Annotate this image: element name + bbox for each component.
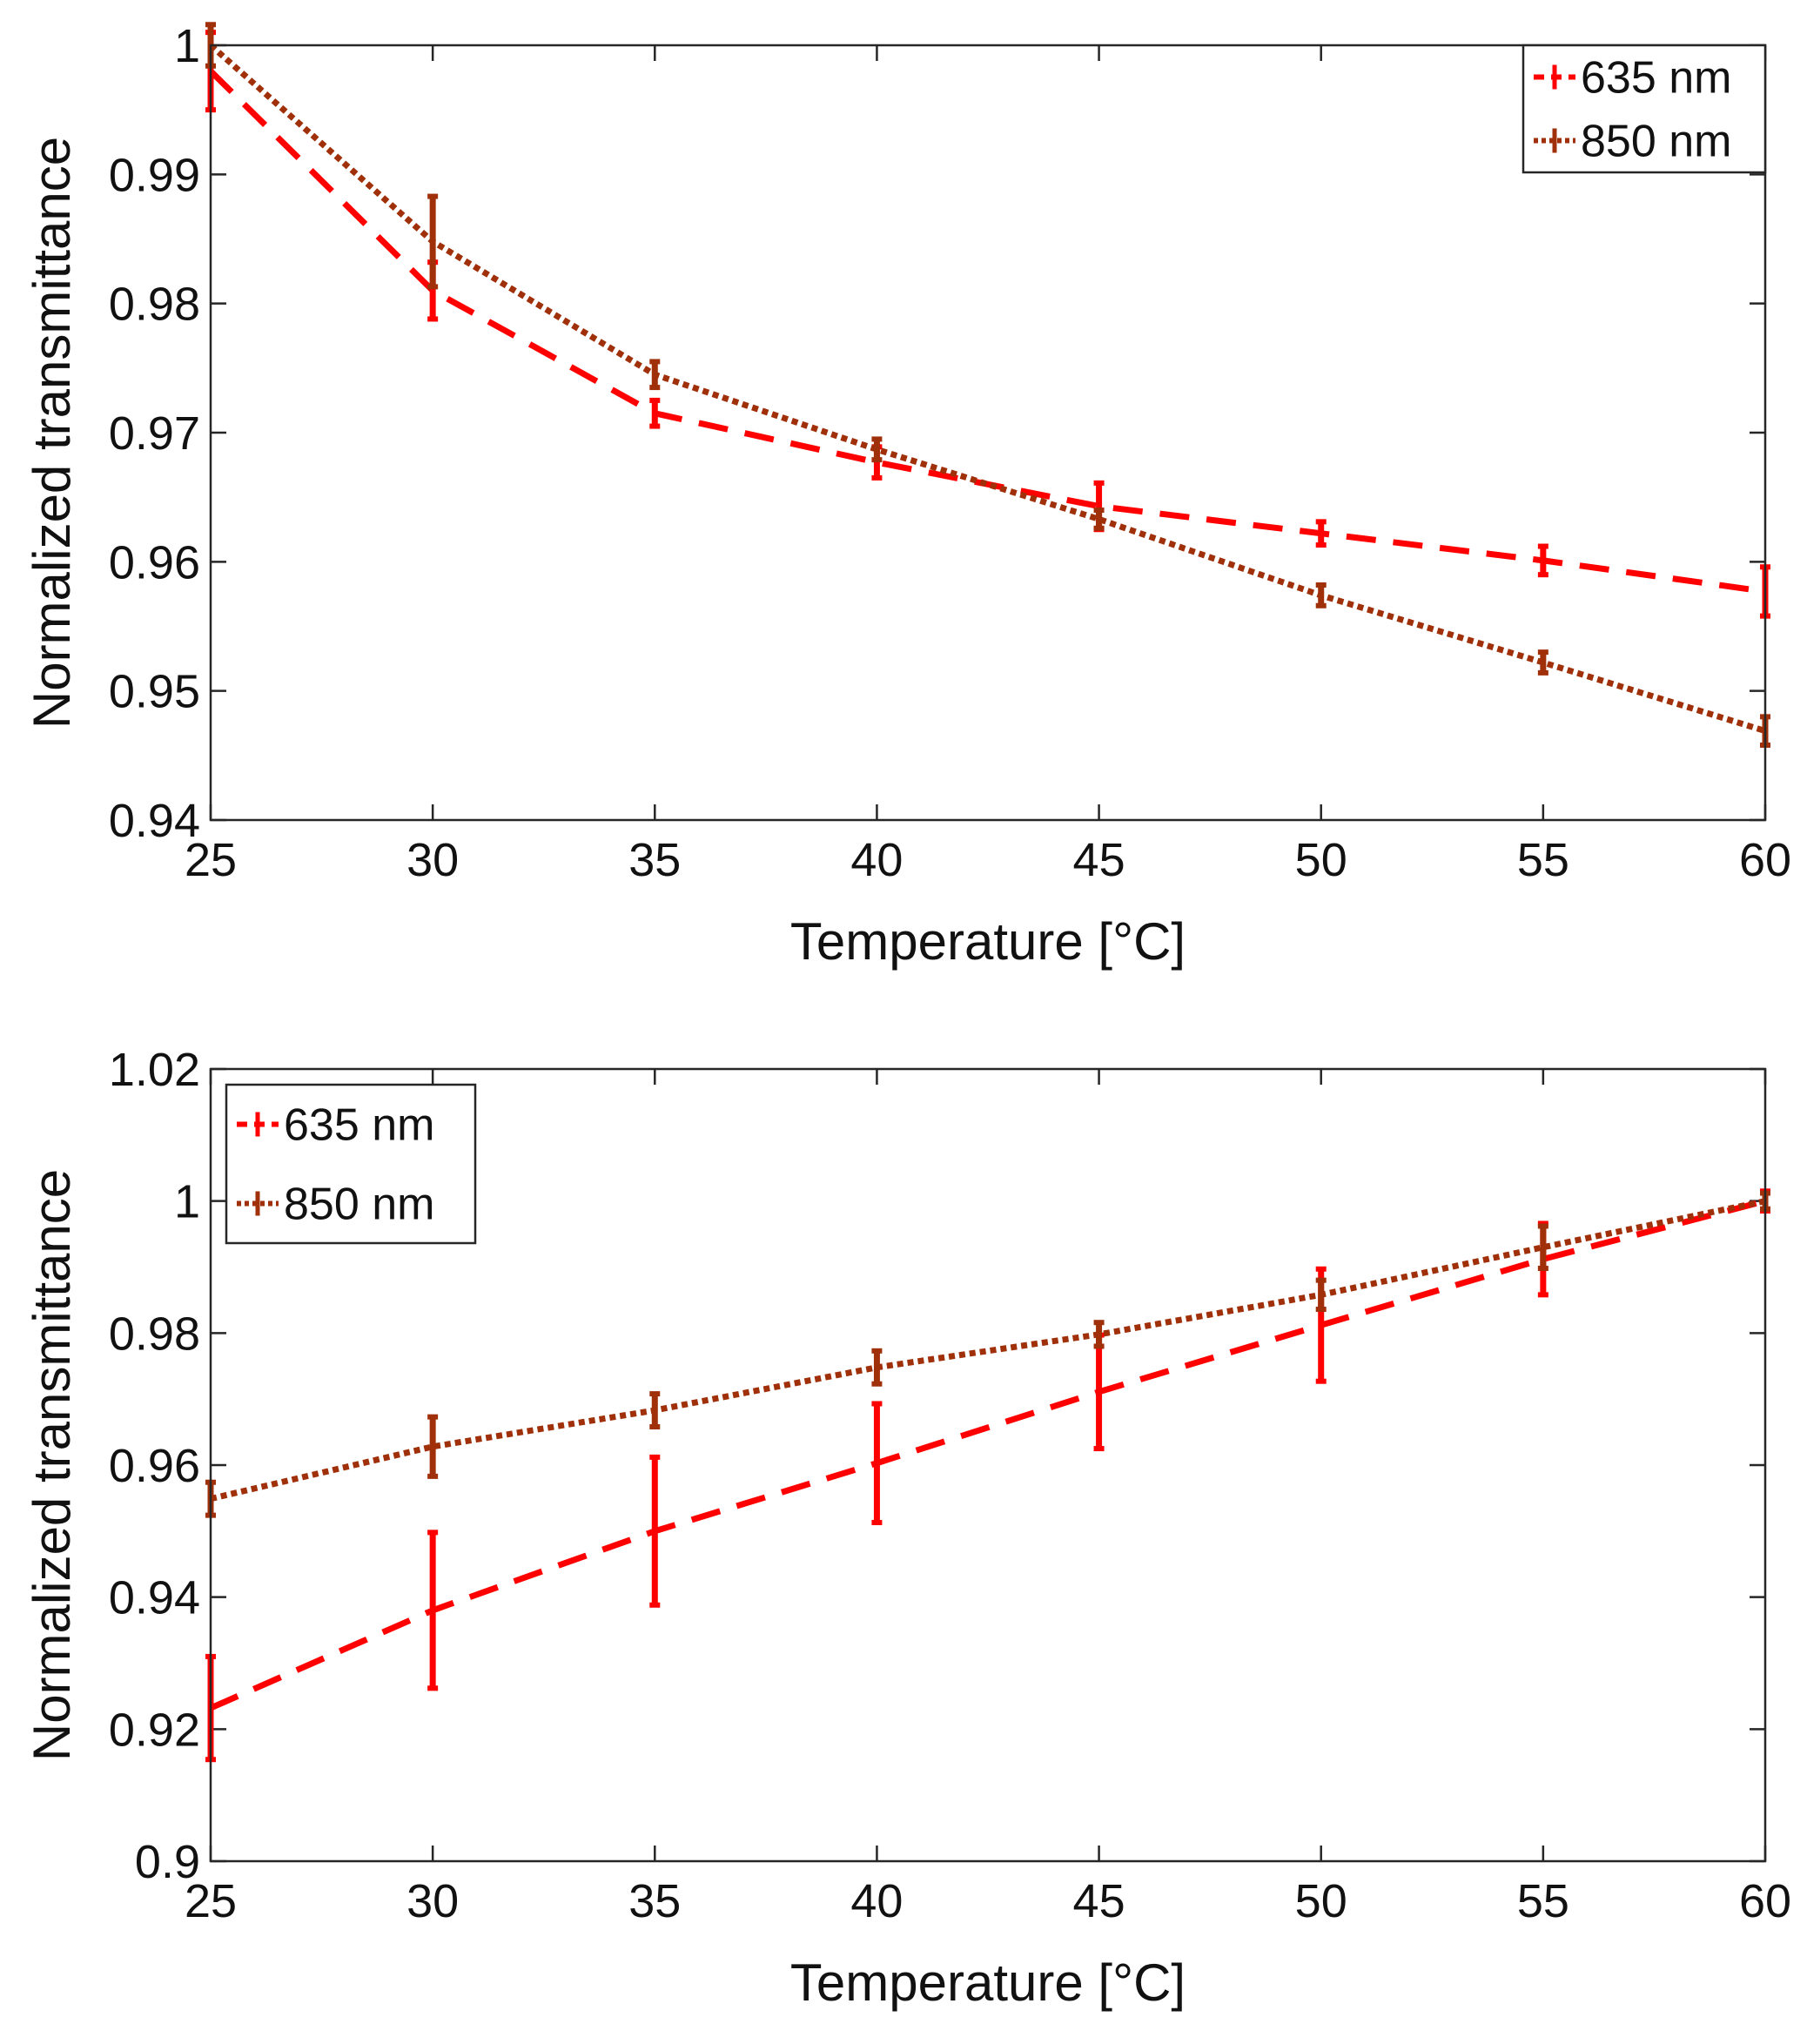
y-axis-label: Normalized transmittance — [23, 137, 81, 729]
legend-label: 850 nm — [284, 1180, 434, 1230]
axes-frame — [209, 1067, 1767, 1863]
x-tick-label: 55 — [1517, 834, 1569, 886]
x-tick-label: 25 — [185, 1875, 237, 1927]
y-tick-label: 0.97 — [109, 407, 200, 460]
error-bar — [871, 1348, 883, 1387]
legend: 635 nm 850 nm — [1522, 44, 1767, 174]
x-tick-label: 30 — [406, 834, 459, 886]
legend: 635 nm 850 nm — [225, 1083, 477, 1245]
chart-panel-2: 25 30 35 40 45 50 55 60 0.9 0.92 0.94 0.96 0.98 1 1.02… — [23, 1044, 1791, 2012]
legend-box — [1522, 44, 1767, 174]
error-bar — [1093, 1320, 1105, 1349]
error-bar — [1315, 519, 1327, 548]
error-bar — [649, 1391, 661, 1430]
x-tick-label: 30 — [406, 1875, 459, 1927]
x-axis-label: Temperature [°C] — [790, 912, 1186, 971]
y-tick-label: 0.9 — [135, 1836, 200, 1888]
chart-panel-1: 25 30 35 40 45 50 55 60 0.94 0.95 0.96 0.97 0.98 0.99… — [23, 20, 1791, 971]
series-line — [208, 43, 1767, 734]
y-tick-label: 1.02 — [109, 1044, 200, 1096]
error-bar — [1315, 1277, 1327, 1313]
y-tick-label: 0.99 — [109, 149, 200, 201]
series-line — [208, 69, 1766, 595]
y-tick-label: 1 — [174, 1176, 200, 1228]
y-tick-label: 0.96 — [109, 536, 200, 588]
y-tick-label: 0.98 — [109, 279, 200, 331]
x-tick-label: 40 — [850, 1875, 903, 1927]
error-bar — [1537, 543, 1548, 578]
error-bar — [427, 1414, 439, 1479]
y-tick-label: 0.95 — [109, 666, 200, 718]
x-tick-label: 45 — [1073, 1875, 1125, 1927]
series-line — [210, 1198, 1766, 1503]
error-bar — [871, 1401, 883, 1525]
legend-box — [225, 1083, 477, 1245]
error-bar — [427, 1530, 439, 1691]
plot-area — [211, 45, 1765, 820]
error-bar — [649, 1454, 661, 1608]
error-bar — [1315, 582, 1327, 608]
y-tick-label: 0.94 — [109, 795, 200, 847]
x-tick-label: 45 — [1073, 834, 1125, 886]
y-tick-label: 0.92 — [109, 1704, 200, 1756]
y-axis-label: Normalized transmittance — [23, 1169, 81, 1761]
x-tick-label: 25 — [185, 834, 237, 886]
y-tick-label: 1 — [174, 20, 200, 72]
axes-frame — [209, 44, 1767, 822]
x-tick-label: 35 — [628, 1875, 681, 1927]
error-bar — [1537, 649, 1548, 676]
y-tick-label: 0.96 — [109, 1440, 200, 1492]
x-tick-label: 40 — [850, 834, 903, 886]
error-bar — [649, 359, 661, 391]
x-axis-label: Temperature [°C] — [790, 1953, 1186, 2012]
error-bar — [1093, 508, 1105, 531]
legend-label: 635 nm — [284, 1100, 434, 1151]
y-tick-label: 0.94 — [109, 1572, 200, 1624]
error-bar — [649, 397, 661, 429]
x-tick-label: 50 — [1295, 834, 1347, 886]
error-bar — [1537, 1223, 1548, 1272]
legend-label: 635 nm — [1581, 53, 1731, 104]
error-bar — [427, 193, 439, 290]
x-tick-label: 60 — [1739, 834, 1791, 886]
y-tick-label: 0.98 — [109, 1308, 200, 1360]
x-tick-label: 60 — [1739, 1875, 1791, 1927]
x-tick-label: 55 — [1517, 1875, 1569, 1927]
legend-label: 850 nm — [1581, 117, 1731, 167]
error-bar — [871, 436, 883, 463]
x-tick-label: 50 — [1295, 1875, 1347, 1927]
series-line — [209, 1198, 1766, 1711]
x-tick-label: 35 — [628, 834, 681, 886]
